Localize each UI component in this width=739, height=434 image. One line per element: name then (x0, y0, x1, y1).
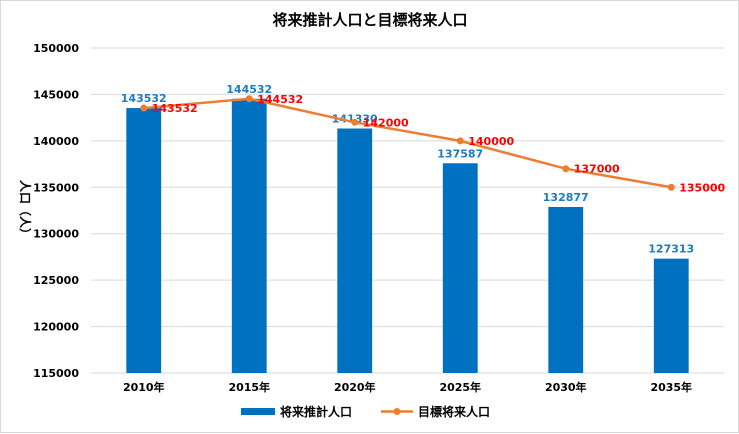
line-value-label: 135000 (679, 181, 725, 194)
line-value-label: 137000 (574, 163, 620, 176)
y-axis-ticks: 115000 120000 125000 130000 135000 140000 1450… (33, 42, 79, 380)
bar (442, 163, 478, 373)
line-point (140, 104, 148, 112)
y-axis-label: 人口（人） (18, 180, 33, 240)
line-point (456, 137, 464, 145)
bar-series: 143532144532141330137587132877127313 (121, 83, 694, 373)
line-value-label: 140000 (468, 135, 514, 148)
y-tick-label: 150000 (33, 42, 79, 55)
y-tick-label: 115000 (33, 367, 79, 380)
line-series: 143532 144532 142000 140000 137000 135000 (140, 93, 726, 194)
y-tick-label: 130000 (33, 228, 79, 241)
legend-label-bar: 将来推計人口 (280, 404, 352, 419)
y-tick-label: 125000 (33, 274, 79, 287)
legend-swatch-marker (393, 408, 401, 415)
line-value-label: 142000 (363, 116, 409, 129)
bar (653, 258, 689, 373)
y-tick-label: 145000 (33, 88, 79, 101)
gridlines (91, 47, 724, 374)
line-value-label: 144532 (257, 93, 303, 106)
x-tick-label: 2010年 (123, 380, 165, 394)
y-tick-label: 140000 (33, 135, 79, 148)
x-axis-ticks: 2010年 2015年 2020年 2025年 2030年 2035年 (123, 380, 692, 394)
bar-value-label: 137587 (437, 147, 483, 160)
y-tick-label: 135000 (33, 181, 79, 194)
line-path (143, 97, 672, 189)
bar-value-label: 127313 (648, 243, 694, 256)
line-point (562, 165, 570, 173)
line-value-label: 143532 (152, 102, 198, 115)
bar (126, 108, 162, 373)
bar-value-label: 143532 (121, 92, 167, 105)
bar (231, 98, 267, 373)
line-point (667, 183, 675, 191)
x-tick-label: 2025年 (439, 380, 481, 394)
legend-swatch-bar (241, 408, 275, 415)
y-tick-label: 120000 (33, 321, 79, 334)
bar-value-label: 132877 (543, 191, 589, 204)
bar (548, 206, 584, 373)
line-point (245, 95, 253, 103)
legend-label-line: 目標将来人口 (418, 404, 490, 419)
x-tick-label: 2020年 (334, 380, 376, 394)
x-tick-label: 2030年 (545, 380, 587, 394)
chart-title: 将来推計人口と目標将来人口 (272, 11, 467, 29)
x-tick-label: 2035年 (650, 380, 692, 394)
x-tick-label: 2015年 (228, 380, 270, 394)
legend: 将来推計人口 目標将来人口 (241, 404, 490, 419)
bar-value-label: 144532 (226, 83, 272, 96)
line-point (351, 118, 359, 126)
bar (337, 128, 373, 373)
